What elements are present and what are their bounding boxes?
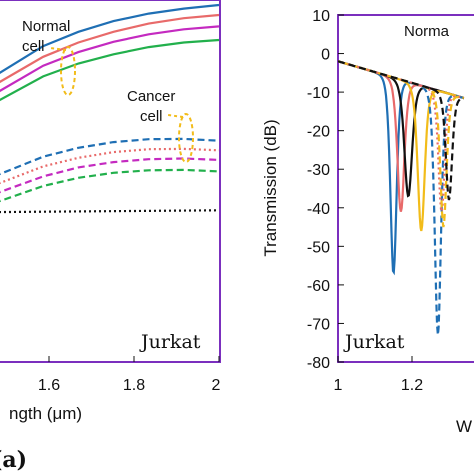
- left-series-line-6: [0, 147, 220, 185]
- left-series-line-7: [0, 157, 220, 194]
- left-plot-area: [0, 0, 221, 363]
- right-y-tick-label: -40: [307, 201, 330, 218]
- left-series-line-8: [0, 168, 220, 203]
- left-series-group: [0, 3, 220, 214]
- left-series-line-5: [0, 137, 220, 176]
- right-y-tick-label: -50: [307, 239, 330, 256]
- right-y-tick-label: 0: [321, 47, 330, 64]
- left-panel-label: Jurkat: [139, 331, 201, 353]
- right-y-tick-label: -20: [307, 124, 330, 141]
- normal-label: Normal: [22, 18, 70, 35]
- left-panel: Normal cell Cancer cell Jurkat 1.6 1.8 2…: [0, 0, 221, 473]
- right-x-axis-label: W: [456, 417, 472, 436]
- left-x-tick-label: 1.6: [38, 377, 60, 394]
- right-y-tick-label: -30: [307, 162, 330, 179]
- normal-label-right: Norma: [404, 23, 450, 40]
- normal-cell-arrow: [49, 47, 67, 51]
- cancer-cell-marker: [178, 113, 194, 163]
- normal-cell-marker: [60, 46, 76, 96]
- figure-part-label: (a): [0, 447, 27, 473]
- right-series-line-8: [338, 60, 464, 201]
- right-x-tick-label: 1.2: [401, 377, 423, 394]
- right-x-tick-label: 1: [334, 377, 343, 394]
- right-series-line-5: [338, 60, 465, 336]
- right-y-axis-label: Transmission (dB): [261, 119, 280, 256]
- right-y-tick-label: -60: [307, 278, 330, 295]
- cancer-cell-label: cell: [140, 108, 163, 125]
- right-x-ticks: 1 1.2: [334, 356, 423, 394]
- right-series-line-7: [338, 60, 465, 228]
- left-series-line-1: [0, 3, 220, 74]
- right-panel-label: Jurkat: [343, 331, 405, 353]
- cancer-cell-arrow: [167, 114, 184, 118]
- left-x-tick-label: 1.8: [123, 377, 145, 394]
- right-y-tick-label: -80: [307, 355, 330, 372]
- normal-cell-label: cell: [22, 38, 45, 55]
- left-x-ticks: 1.6 1.8 2: [38, 356, 221, 394]
- left-x-tick-label: 2: [212, 377, 221, 394]
- left-series-line-2: [0, 13, 220, 84]
- right-panel: Norma Jurkat 10 0 -10 -20 -30 -40 -50 -60 -70 -80…: [261, 8, 474, 436]
- left-series-line-3: [0, 25, 220, 93]
- left-series-line-9: [0, 209, 220, 214]
- right-y-tick-label: -70: [307, 316, 330, 333]
- right-series-group: [338, 60, 465, 336]
- cancer-label: Cancer: [127, 88, 175, 105]
- right-y-tick-label: 10: [312, 8, 330, 25]
- right-y-ticks: 10 0 -10 -20 -30 -40 -50 -60 -70 -80: [307, 8, 344, 372]
- right-plot-area: [337, 14, 474, 363]
- right-y-tick-label: -10: [307, 85, 330, 102]
- left-x-axis-label: ngth (μm): [9, 404, 82, 423]
- right-series-line-6: [338, 60, 465, 212]
- left-series-line-4: [0, 38, 220, 102]
